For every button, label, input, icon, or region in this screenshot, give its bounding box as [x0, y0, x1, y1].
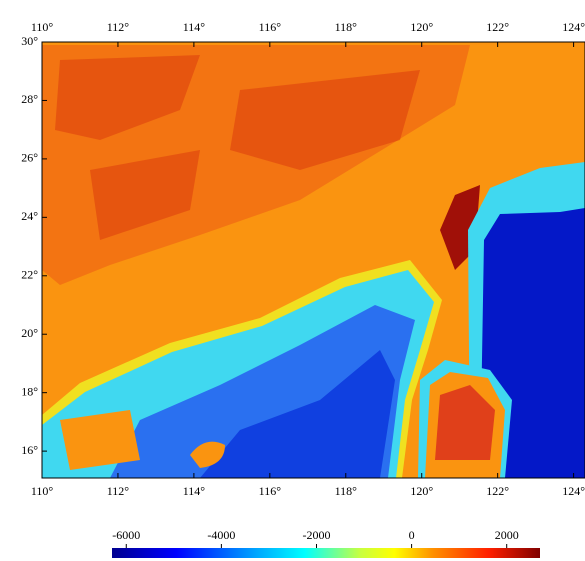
- x-tick-label-bottom: 124°: [562, 484, 585, 498]
- y-tick-label: 28°: [21, 92, 38, 106]
- colorbar-tick-label: 0: [409, 528, 415, 542]
- x-tick-label-bottom: 118°: [335, 484, 358, 498]
- y-tick-label: 16°: [21, 443, 38, 457]
- x-tick-label-top: 114°: [183, 20, 206, 34]
- x-tick-label-top: 124°: [562, 20, 585, 34]
- y-tick-label: 20°: [21, 326, 38, 340]
- x-tick-label-bottom: 110°: [31, 484, 54, 498]
- colorbar-tick-label: -4000: [207, 528, 235, 542]
- x-tick-label-bottom: 120°: [410, 484, 433, 498]
- x-tick-label-bottom: 122°: [486, 484, 509, 498]
- x-tick-label-top: 112°: [107, 20, 130, 34]
- x-tick-label-top: 110°: [31, 20, 54, 34]
- x-tick-label-top: 118°: [335, 20, 358, 34]
- x-tick-label-bottom: 116°: [259, 484, 282, 498]
- y-tick-label: 18°: [21, 384, 38, 398]
- colorbar-tick-label: -2000: [302, 528, 330, 542]
- x-tick-label-top: 116°: [259, 20, 282, 34]
- y-tick-label: 26°: [21, 151, 38, 165]
- x-tick-label-bottom: 112°: [107, 484, 130, 498]
- x-tick-label-top: 120°: [410, 20, 433, 34]
- colorbar-tick-label: 2000: [495, 528, 519, 542]
- colorbar: [112, 548, 540, 558]
- y-tick-label: 24°: [21, 209, 38, 223]
- colorbar-tick-label: -6000: [112, 528, 140, 542]
- y-tick-label: 22°: [21, 268, 38, 282]
- x-tick-label-bottom: 114°: [183, 484, 206, 498]
- elevation-field: [42, 42, 585, 478]
- y-tick-label: 30°: [21, 34, 38, 48]
- x-tick-label-top: 122°: [486, 20, 509, 34]
- map-figure: 110° 110° 112° 112° 114° 114° 116° 116° 118° 118°…: [0, 0, 585, 561]
